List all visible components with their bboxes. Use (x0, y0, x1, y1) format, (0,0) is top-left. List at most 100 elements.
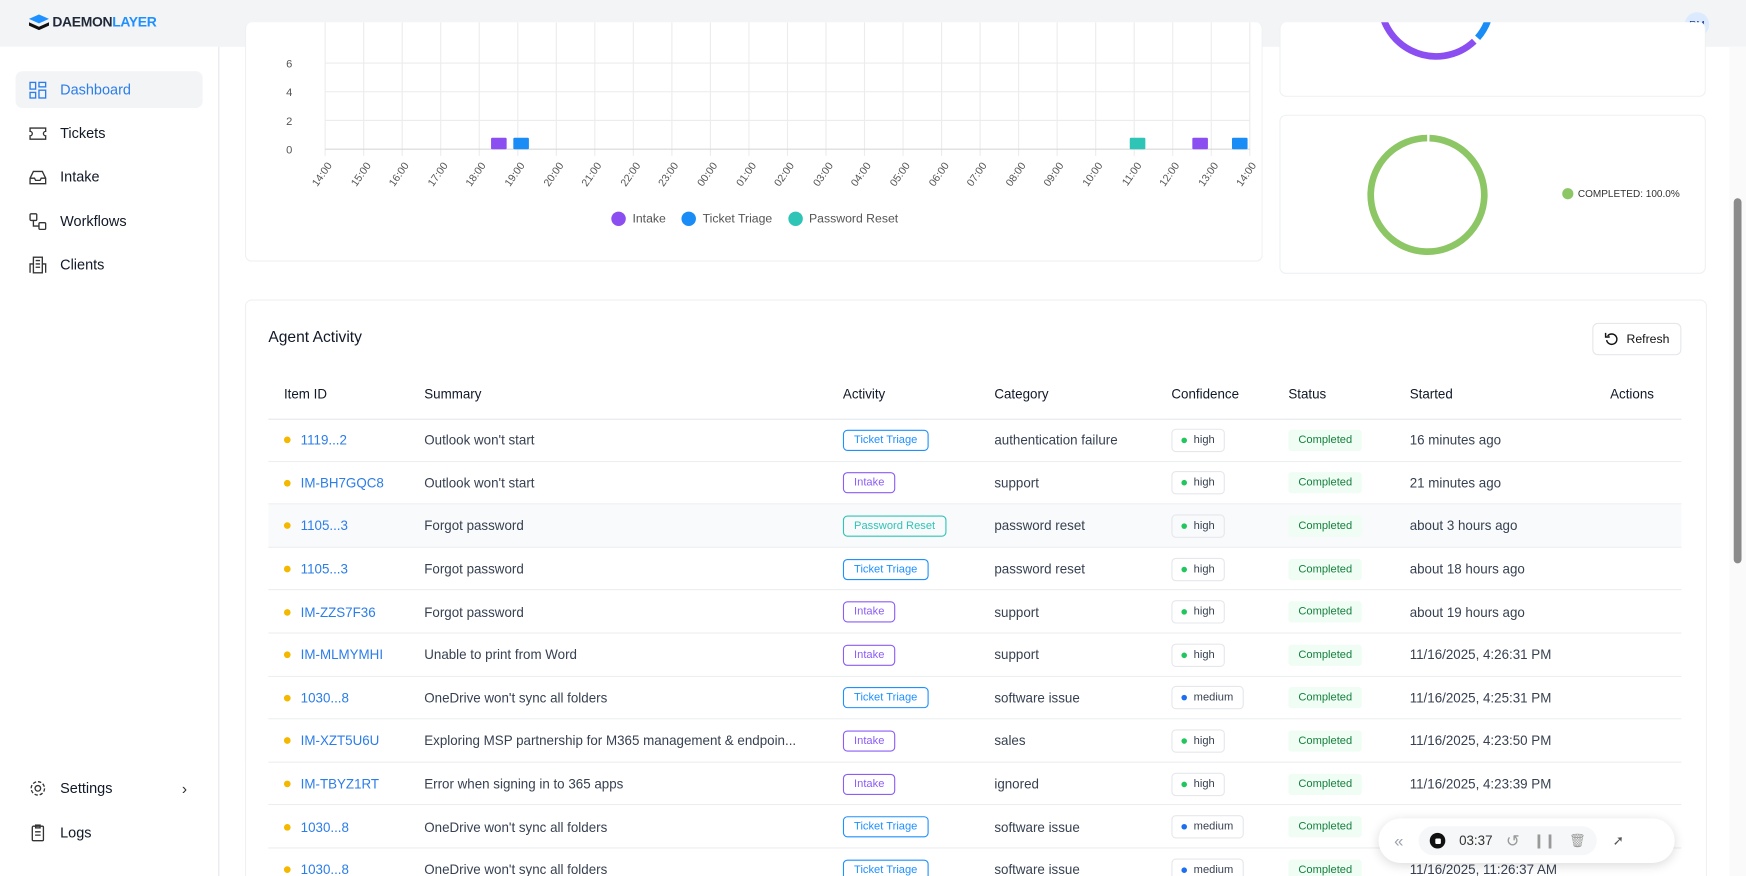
status-cell: Completed (1288, 763, 1363, 806)
status-dot (283, 694, 291, 702)
item-id-link[interactable]: 1119...2 (300, 432, 347, 448)
status-badge: Completed (1288, 429, 1363, 451)
trash-icon[interactable]: 🗑 (1568, 832, 1586, 849)
sidebar-item-label: Intake (60, 168, 100, 185)
confidence-label: high (1193, 434, 1215, 447)
inbox-icon (29, 170, 47, 184)
activity-cell: Intake (842, 462, 896, 505)
item-id-link[interactable]: 1030...8 (300, 862, 349, 876)
restart-icon[interactable]: ↺ (1505, 831, 1520, 851)
started-cell: 11/16/2025, 4:26:31 PM (1409, 647, 1552, 663)
activity-tag: Password Reset (842, 515, 947, 537)
collapse-icon[interactable]: « (1394, 831, 1404, 851)
bar-intake[interactable] (491, 137, 507, 150)
logo[interactable]: DAEMON LAYER (28, 14, 157, 31)
table-row[interactable]: 1119...2 Outlook won't start Ticket Triage… (268, 419, 1682, 462)
column-header-category: Category (994, 386, 1049, 402)
activity-cell: Password Reset (842, 505, 947, 548)
item-id-link[interactable]: IM-XZT5U6U (300, 733, 380, 749)
confidence-dot (1181, 437, 1187, 443)
activity-cell: Ticket Triage (842, 548, 929, 591)
table-row[interactable]: 1030...8 OneDrive won't sync all folders T… (268, 848, 1681, 876)
sidebar-item-workflows[interactable]: Workflows (16, 203, 203, 240)
table-row[interactable]: IM-ZZS7F36 Forgot password Intake support hi… (268, 591, 1682, 634)
y-tick-label: 0 (286, 145, 292, 157)
table-row[interactable]: 1105...3 Forgot password Ticket Triage pass… (268, 548, 1682, 591)
summary-cell: Unable to print from Word (424, 647, 577, 663)
column-header-status: Status (1288, 386, 1327, 402)
scrollbar-thumb[interactable] (1733, 198, 1742, 564)
cursor-select-icon[interactable]: ➚ (1612, 832, 1624, 849)
donut-slice-intake (1381, 22, 1477, 60)
table-row[interactable]: IM-BH7GQC8 Outlook won't start Intake suppo… (268, 462, 1682, 505)
sidebar-item-label: Logs (60, 823, 92, 841)
item-id-link[interactable]: IM-MLMYMHI (300, 647, 384, 663)
item-id-link[interactable]: 1030...8 (300, 819, 349, 835)
status-badge: Completed (1288, 644, 1363, 666)
sidebar-item-intake[interactable]: Intake (16, 158, 203, 195)
y-tick-label: 4 (286, 87, 292, 99)
activity-tag: Ticket Triage (842, 859, 929, 876)
confidence-dot (1181, 609, 1187, 615)
confidence-badge: medium (1171, 686, 1244, 710)
item-id-link[interactable]: 1030...8 (300, 690, 349, 706)
stop-record-icon[interactable] (1430, 832, 1446, 849)
summary-cell: Outlook won't start (424, 432, 535, 448)
sidebar-item-label: Dashboard (60, 81, 131, 98)
sidebar-item-clients[interactable]: Clients (16, 246, 203, 283)
started-cell: about 18 hours ago (1409, 561, 1525, 577)
activity-tag: Intake (842, 644, 896, 666)
table-row[interactable]: 1030...8 OneDrive won't sync all folders T… (268, 677, 1682, 720)
summary-cell: Forgot password (424, 604, 524, 620)
status-distribution-card: COMPLETED: 100.0% (1279, 114, 1706, 274)
donut-slice-ticket-triage (1475, 22, 1491, 41)
confidence-label: medium (1193, 691, 1234, 705)
sidebar-item-dashboard[interactable]: Dashboard (15, 71, 203, 109)
confidence-badge: high (1171, 643, 1225, 667)
bar-password-reset[interactable] (1129, 137, 1146, 150)
column-header-actions: Actions (1610, 386, 1654, 402)
gear-icon (30, 780, 46, 796)
activity-tag: Intake (842, 730, 896, 752)
table-row[interactable]: IM-TBYZ1RT Error when signing in to 365 a… (268, 763, 1682, 806)
item-id-link[interactable]: 1105...3 (300, 561, 348, 577)
category-cell: software issue (994, 862, 1080, 876)
pause-icon[interactable]: ❙❙ (1533, 832, 1556, 849)
item-id-link[interactable]: IM-BH7GQC8 (300, 475, 384, 491)
confidence-badge: high (1171, 428, 1225, 452)
refresh-button[interactable]: Refresh (1592, 322, 1682, 356)
category-cell: password reset (994, 518, 1085, 534)
column-header-started: Started (1409, 386, 1453, 402)
table-row[interactable]: 1105...3 Forgot password Password Reset pas… (268, 504, 1682, 548)
started-cell: 11/16/2025, 4:23:50 PM (1409, 733, 1552, 749)
status-dot (283, 436, 291, 444)
item-id-cell: IM-XZT5U6U (283, 720, 380, 763)
sidebar-item-tickets[interactable]: Tickets (16, 115, 203, 152)
activity-tag: Ticket Triage (842, 816, 929, 838)
confidence-badge: high (1171, 514, 1225, 538)
bar-ticket-triage[interactable] (513, 137, 529, 150)
started-cell: about 19 hours ago (1409, 604, 1525, 620)
started-cell: about 3 hours ago (1409, 518, 1518, 534)
summary-cell: Outlook won't start (424, 475, 535, 491)
summary-cell: OneDrive won't sync all folders (424, 862, 608, 876)
item-id-link[interactable]: IM-ZZS7F36 (300, 604, 376, 620)
column-header-summary: Summary (424, 386, 482, 402)
table-row[interactable]: IM-XZT5U6U Exploring MSP partnership for … (268, 720, 1682, 763)
item-id-link[interactable]: 1105...3 (300, 518, 348, 534)
sidebar-item-logs[interactable]: Logs (16, 814, 203, 851)
chart-legend: Intake Ticket Triage Password Reset (611, 211, 898, 227)
status-badge: Completed (1288, 472, 1363, 494)
summary-cell: Forgot password (424, 561, 524, 577)
y-tick-label: 2 (286, 116, 292, 128)
table-row[interactable]: IM-MLMYMHI Unable to print from Word Intak… (268, 634, 1682, 677)
activity-cell: Ticket Triage (842, 419, 929, 462)
item-id-cell: 1105...3 (283, 505, 348, 548)
activity-cell: Intake (842, 634, 896, 677)
item-id-link[interactable]: IM-TBYZ1RT (300, 776, 380, 792)
bar-ticket-triage[interactable] (1231, 137, 1248, 150)
sidebar-item-settings[interactable]: Settings › (16, 769, 203, 806)
status-dot (283, 780, 291, 788)
bar-intake[interactable] (1192, 137, 1208, 150)
